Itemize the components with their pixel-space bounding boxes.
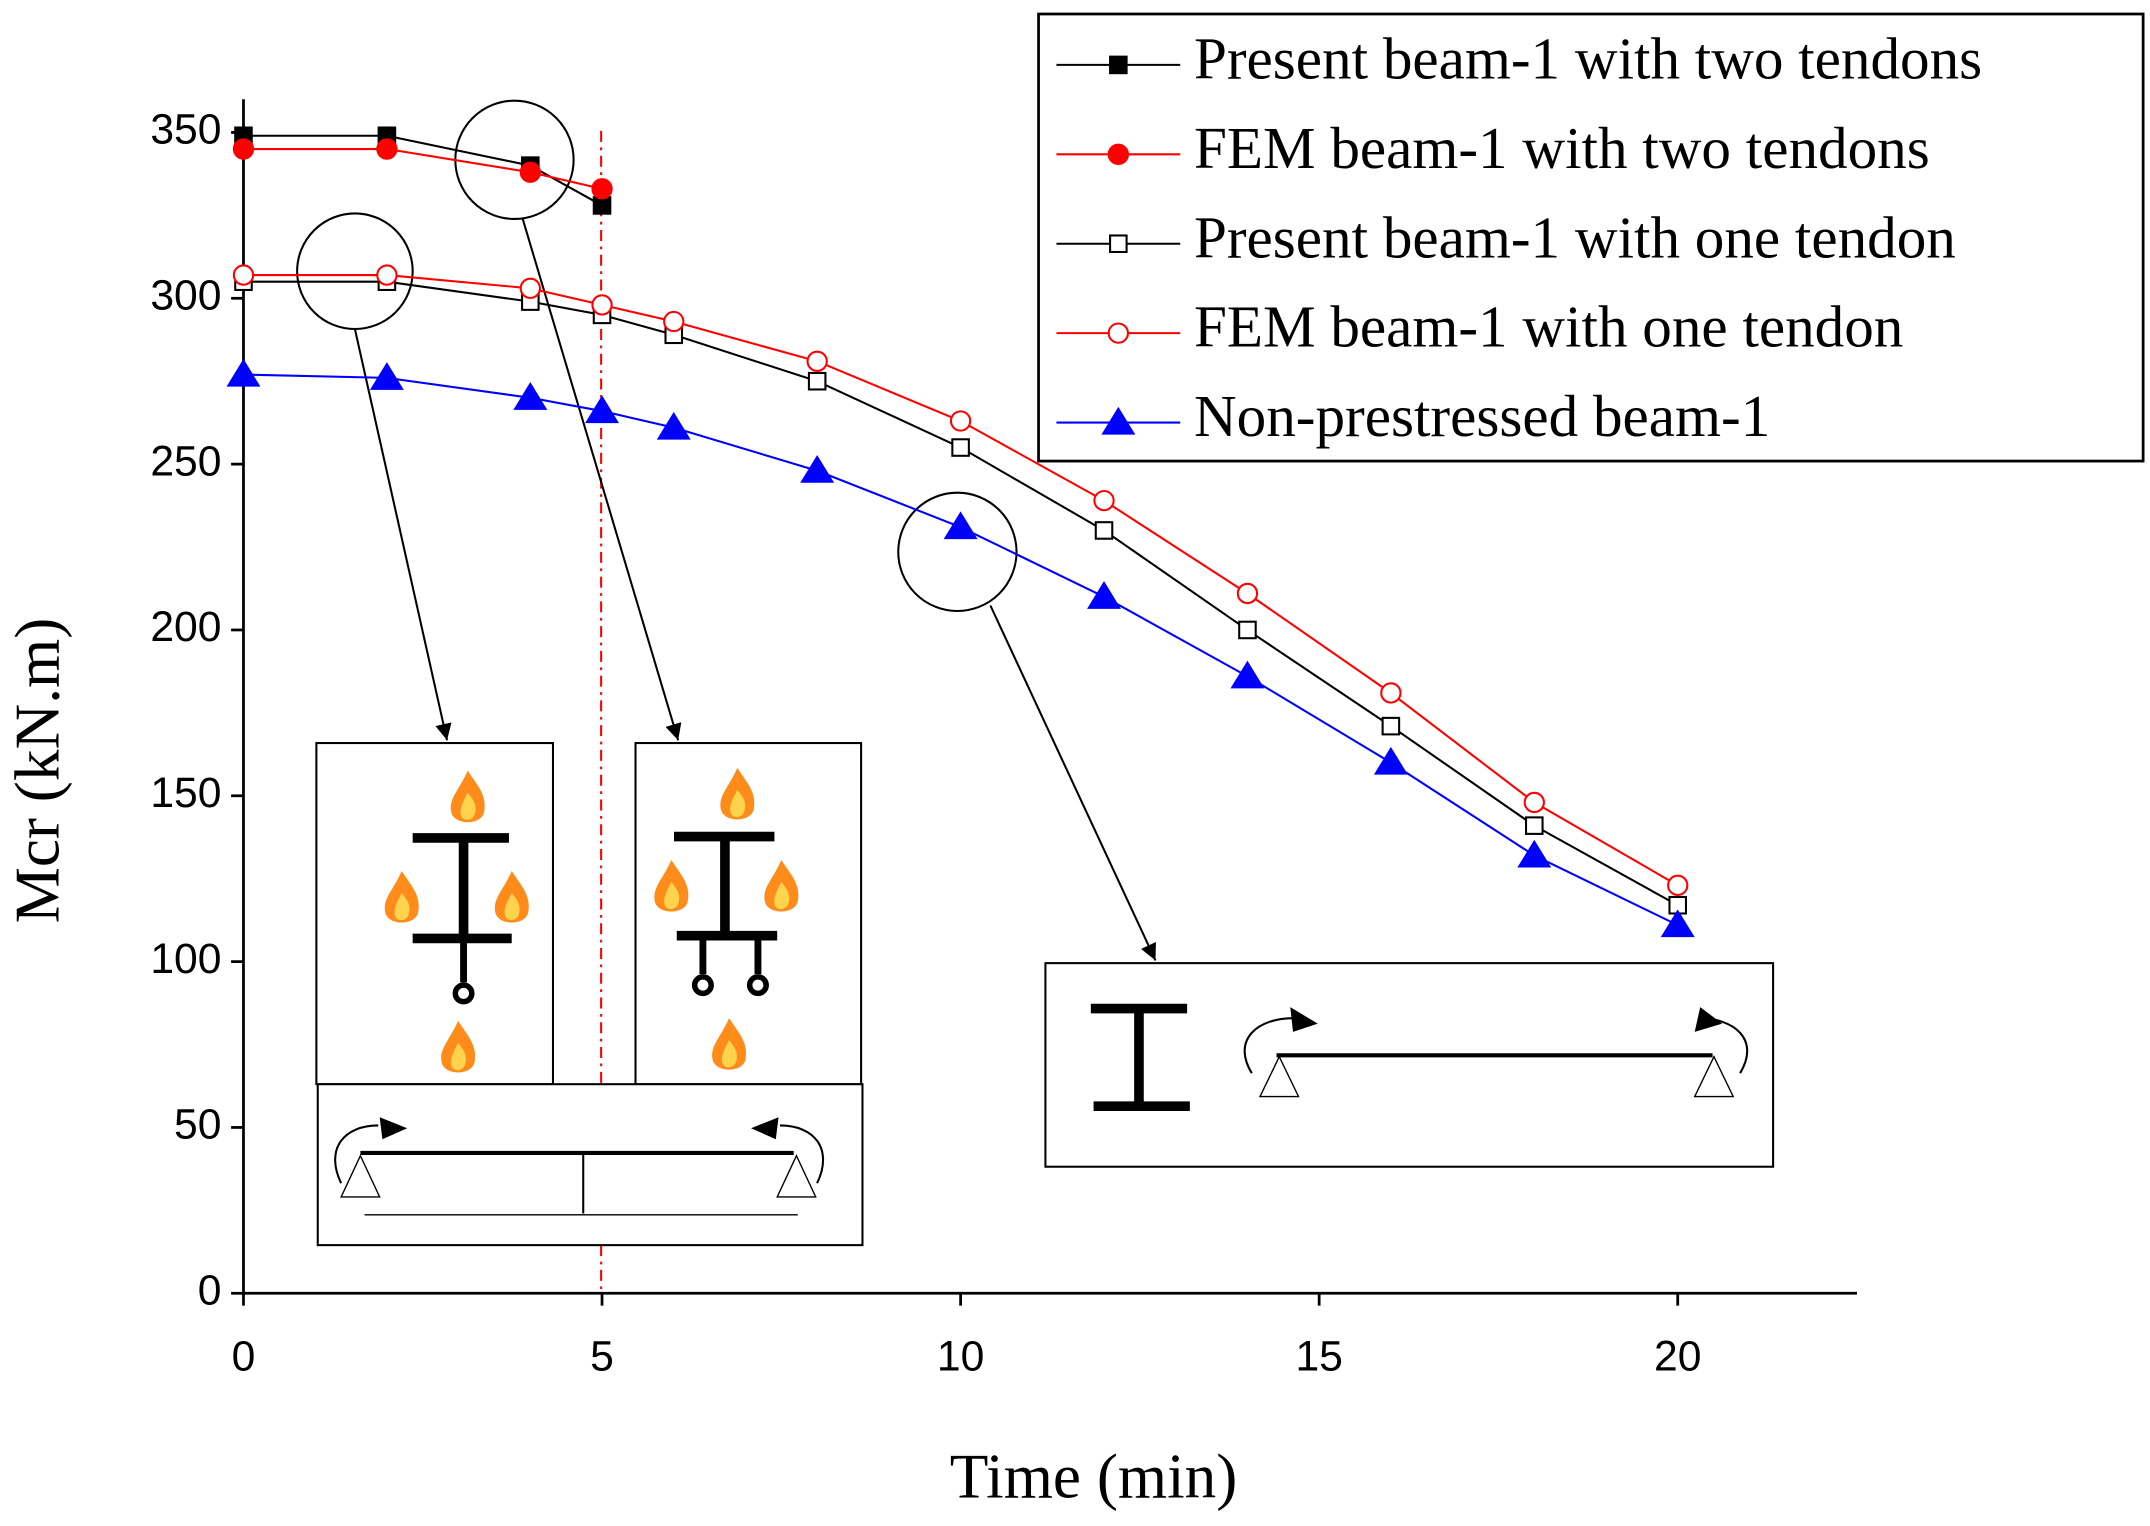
marker <box>1380 682 1402 704</box>
y-tick-label: 150 <box>150 769 221 817</box>
inset-section-non-prestressed <box>1044 962 1775 1168</box>
y-tick-label: 300 <box>150 272 221 320</box>
zoom-circle <box>296 212 414 331</box>
marker <box>1523 791 1545 814</box>
marker <box>519 277 541 300</box>
marker <box>232 264 255 286</box>
marker <box>1381 716 1401 736</box>
x-tick-label: 20 <box>1654 1333 1701 1381</box>
arrow <box>989 605 1157 961</box>
marker <box>1238 620 1257 640</box>
legend-label: FEM beam-1 with one tendon <box>1194 294 1903 360</box>
marker <box>949 410 972 432</box>
marker <box>376 264 398 286</box>
series-line <box>243 373 1679 927</box>
legend-box <box>1037 12 2145 463</box>
annotations <box>296 99 1775 1294</box>
marker <box>807 371 827 391</box>
marker <box>1109 234 1128 254</box>
marker <box>585 395 620 424</box>
y-tick-label: 50 <box>174 1101 221 1149</box>
marker <box>1107 322 1129 344</box>
marker <box>226 358 261 387</box>
y-tick-label: 0 <box>198 1267 222 1315</box>
x-tick-label: 5 <box>590 1333 614 1381</box>
marker <box>800 455 835 483</box>
marker <box>1101 406 1136 435</box>
marker <box>1373 746 1408 775</box>
marker <box>1107 143 1129 165</box>
y-tick-label: 100 <box>150 935 221 983</box>
marker <box>951 438 970 457</box>
marker <box>1525 816 1544 835</box>
x-tick-label: 0 <box>232 1333 256 1381</box>
marker <box>663 310 685 333</box>
x-axis-label: Time (min) <box>950 1442 1238 1512</box>
legend-label: Present beam-1 with one tendon <box>1194 204 1956 270</box>
marker <box>369 362 404 390</box>
marker <box>591 178 613 200</box>
zoom-circle <box>454 99 575 220</box>
marker <box>591 294 613 316</box>
marker <box>1109 55 1128 75</box>
y-tick-label: 250 <box>150 437 221 485</box>
series-line <box>243 148 603 190</box>
marker <box>943 511 978 540</box>
x-tick-label: 15 <box>1295 1333 1342 1381</box>
marker <box>1094 521 1114 540</box>
marker <box>1087 581 1121 609</box>
x-tick-label: 10 <box>937 1333 984 1381</box>
series-line <box>243 280 1679 907</box>
legend-label: Present beam-1 with two tendons <box>1194 25 1982 91</box>
y-axis-label: Mcr (kN.m) <box>3 618 73 924</box>
marker <box>1093 489 1115 512</box>
y-tick-label: 350 <box>150 106 221 154</box>
marker <box>1236 582 1259 605</box>
arrow <box>353 328 452 741</box>
marker <box>592 196 612 215</box>
marker <box>1660 909 1695 938</box>
inset-section-two-tendons <box>634 742 863 1086</box>
y-tick-label: 200 <box>150 603 221 651</box>
series-line <box>243 274 1679 887</box>
marker <box>1230 660 1265 689</box>
marker <box>656 411 691 440</box>
inset-beam-support <box>316 1083 864 1247</box>
marker <box>519 161 541 183</box>
series-line <box>243 134 603 207</box>
marker <box>1667 874 1689 896</box>
marker <box>806 350 828 372</box>
marker <box>232 138 255 160</box>
zoom-circle <box>897 491 1018 613</box>
legend-label: FEM beam-1 with two tendons <box>1194 115 1930 181</box>
marker <box>1517 839 1552 868</box>
marker <box>513 382 548 410</box>
inset-section-one-tendon <box>315 742 555 1086</box>
legend-label: Non-prestressed beam-1 <box>1194 383 1770 449</box>
marker <box>376 138 398 160</box>
